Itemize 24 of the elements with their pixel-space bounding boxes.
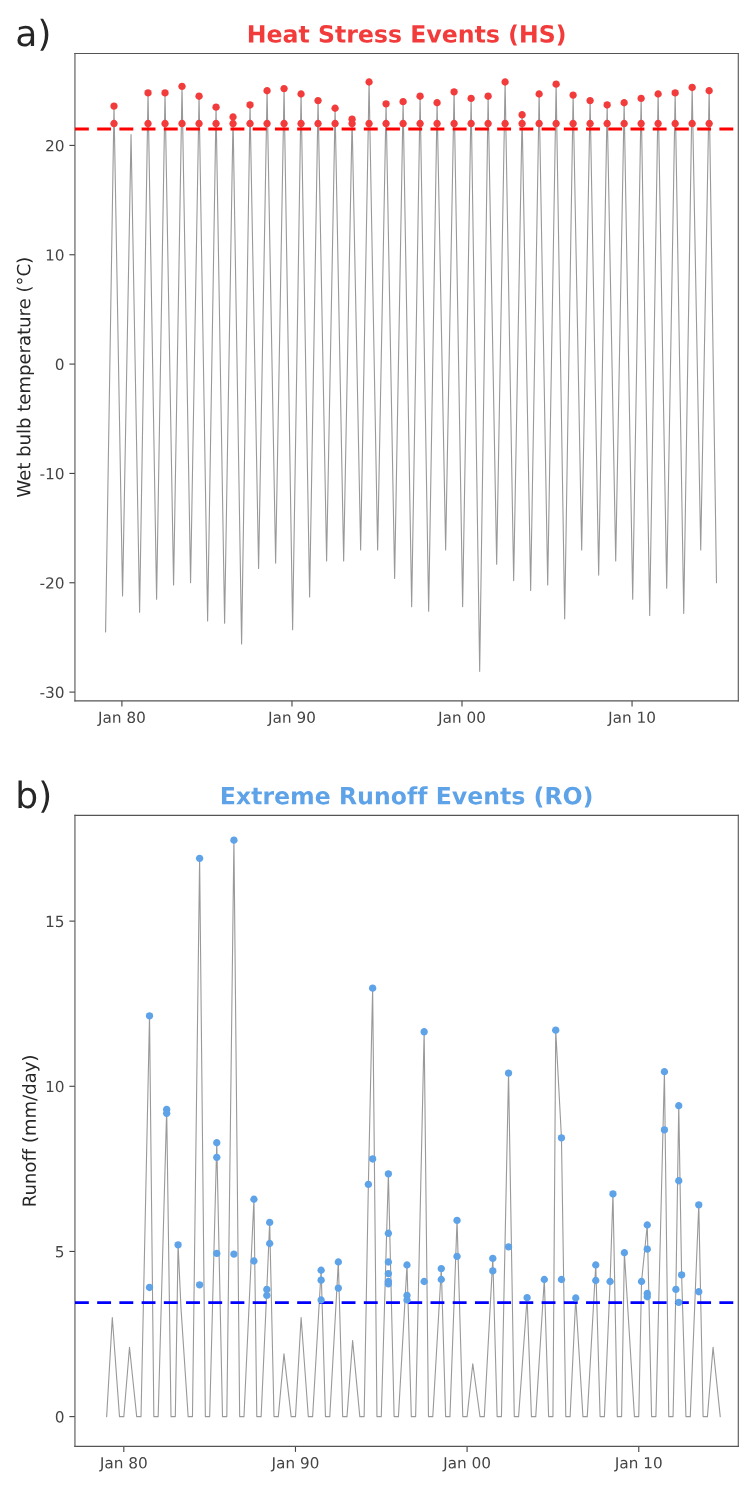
- x-tick-label: Jan 90: [267, 711, 315, 726]
- text: b): [18, 780, 50, 813]
- y-axis-title: Runoff (mm/day): [22, 1056, 40, 1206]
- x-tick-label: Jan 10: [614, 1457, 662, 1472]
- x-tick-label: Jan 00: [442, 1457, 490, 1472]
- chart-title: Heat Stress Events (HS): [248, 24, 565, 46]
- y-axis-title: Wet bulb temperature (°C): [16, 258, 35, 497]
- y-tick-label: 10: [46, 249, 64, 261]
- y-tick-label: 0: [55, 1411, 64, 1423]
- y-tick-label: 10: [46, 1080, 64, 1093]
- y-tick-label: -10: [40, 467, 64, 480]
- chart-title: Extreme Runoff Events (RO): [221, 786, 592, 808]
- x-tick-label: Jan 00: [437, 711, 485, 726]
- x-tick-label: Jan 10: [607, 711, 655, 726]
- x-tick-label: Jan 80: [97, 711, 145, 726]
- y-tick-label: 5: [55, 1246, 64, 1258]
- text: a): [17, 18, 49, 51]
- y-tick-label: -30: [40, 686, 64, 699]
- y-tick-label: -20: [40, 577, 64, 589]
- x-tick-label: Jan 80: [99, 1457, 147, 1472]
- y-tick-label: 0: [55, 358, 64, 371]
- x-tick-label: Jan 90: [270, 1457, 319, 1472]
- y-tick-label: 15: [46, 915, 64, 928]
- y-tick-label: 20: [46, 139, 64, 152]
